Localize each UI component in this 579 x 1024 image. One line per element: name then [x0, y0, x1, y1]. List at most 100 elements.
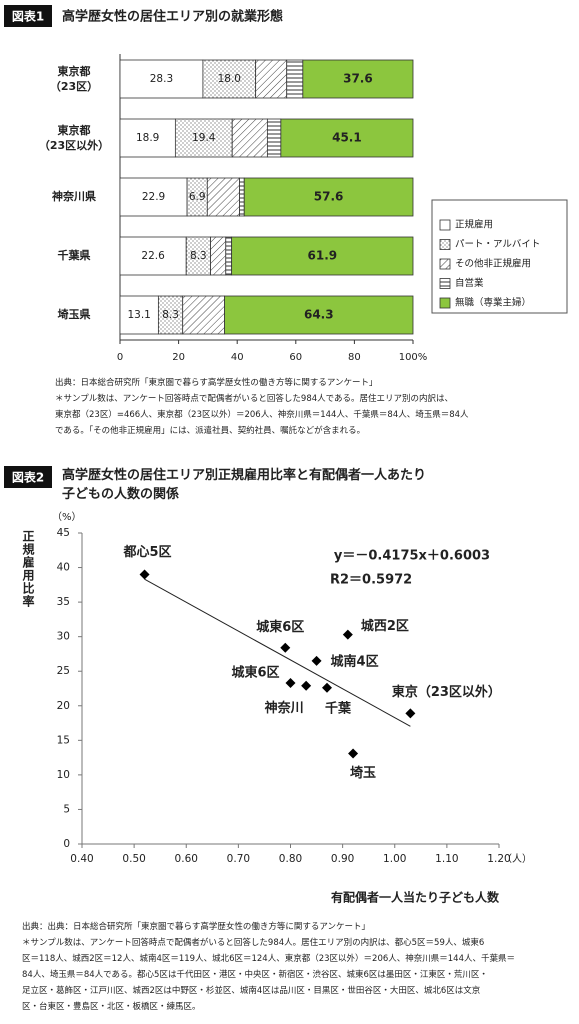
legend-box — [431, 199, 568, 314]
x-tick-label: 100% — [399, 352, 428, 363]
data-label: 61.9 — [308, 249, 338, 263]
point-label: 城東6区 — [231, 664, 279, 680]
point-label: 都心5区 — [123, 544, 172, 560]
point — [321, 682, 332, 693]
data-label: 8.3 — [162, 309, 179, 321]
y-tick-label: 15 — [57, 734, 70, 746]
point-label: 東京（23区以外） — [392, 684, 501, 700]
legend-label: 無職（専業主婦） — [455, 297, 531, 309]
legend-swatch — [439, 278, 451, 289]
note: ＊サンプル数は、アンケート回答時点で配偶者がいると回答した984人である。居住エ… — [55, 394, 454, 404]
note: 足立区・葛飾区・江戸川区、城西2区は中野区・杉並区、城南4区は品川区・目黒区・世… — [22, 986, 481, 996]
note: 区・台東区・豊島区・北区・板橋区・練馬区。 — [22, 1002, 201, 1012]
point — [285, 677, 296, 688]
x-tick-label: 0.70 — [227, 853, 250, 865]
y-tick-label: 45 — [57, 527, 70, 539]
note: 84人、埼玉県＝84人である。都心5区は千代田区・港区・中央区・新宿区・渋谷区、… — [22, 970, 488, 980]
bar-segment — [239, 177, 245, 217]
bar-segment — [206, 177, 240, 217]
bar-segment — [255, 59, 288, 99]
badge — [4, 466, 52, 488]
bar-segment — [225, 236, 233, 276]
y-axis-label: 正規雇用比率 — [21, 530, 35, 608]
point-label: 神奈川 — [265, 700, 304, 716]
legend-label: その他非正規雇用 — [455, 258, 531, 270]
bar-segment — [231, 118, 268, 158]
bar-segment — [224, 295, 414, 335]
legend-swatch — [439, 297, 451, 309]
legend-swatch — [439, 258, 451, 270]
y-tick-label: 20 — [57, 700, 70, 712]
y-tick-label: 0 — [63, 838, 70, 850]
y-tick-label: 10 — [57, 769, 70, 781]
x-tick-label: 0.40 — [70, 853, 93, 865]
trend-equation: y＝－0.4175x＋0.6003 — [334, 549, 490, 564]
trend-line — [144, 578, 411, 727]
data-label: 28.3 — [150, 73, 173, 85]
category-label: 東京都 （23区以外） — [38, 124, 110, 152]
y-unit: （%） — [52, 511, 82, 523]
bar-segment — [185, 236, 211, 276]
chart-title: 高学歴女性の居住エリア別正規雇用比率と有配偶者一人あたり 子どもの人数の関係 — [62, 468, 427, 502]
point-label: 城西2区 — [361, 618, 409, 634]
point-label: 城東6区 — [256, 619, 304, 635]
category-label: 東京都 （23区） — [49, 65, 99, 93]
y-tick-label: 30 — [57, 631, 70, 643]
note: 区＝118人、城西2区＝12人、城南4区＝119人、城北6区＝124人、東京都（… — [22, 954, 515, 964]
x-tick-label: 0.90 — [331, 853, 354, 865]
note: 出典：出典：日本総合研究所「東京圏で暮らす高学歴女性の働き方等に関するアンケート… — [22, 922, 370, 932]
bar-segment — [119, 177, 188, 217]
point — [348, 748, 359, 759]
point — [342, 629, 353, 640]
data-label: 64.3 — [304, 308, 334, 322]
bar-segment — [119, 118, 176, 158]
bar-segment — [266, 118, 282, 158]
bar-segment — [302, 59, 414, 99]
bar-segment — [119, 59, 204, 99]
note: である。「その他非正規雇用」には、派遣社員、契約社員、嘱託などが含まれる。 — [55, 426, 366, 436]
x-unit: （人） — [502, 853, 532, 865]
x-tick-label: 0.60 — [175, 853, 198, 865]
x-tick-label: 1.00 — [383, 853, 406, 865]
x-tick-label: 40 — [231, 352, 244, 363]
data-label: 22.6 — [141, 250, 165, 262]
data-label: 22.9 — [142, 191, 165, 203]
point-label: 埼玉 — [350, 765, 376, 781]
bar-segment — [119, 295, 159, 335]
data-label: 18.0 — [218, 73, 241, 85]
point — [139, 569, 150, 580]
category-label: 千葉県 — [57, 249, 91, 262]
legend-swatch — [439, 219, 451, 231]
point — [311, 655, 322, 666]
y-tick-label: 25 — [57, 665, 70, 677]
point-label: 千葉 — [325, 700, 352, 716]
x-tick-label: 80 — [348, 352, 361, 363]
legend-label: 自営業 — [455, 277, 484, 289]
x-tick-label: 20 — [172, 352, 185, 363]
category-label: 神奈川県 — [52, 190, 96, 203]
data-label: 19.4 — [192, 132, 216, 144]
chart-title: 高学歴女性の居住エリア別の就業形態 — [62, 9, 283, 25]
bar-segment — [286, 59, 304, 99]
point — [301, 680, 312, 691]
bar-segment — [210, 236, 227, 276]
x-axis-label: 有配偶者一人当たり子ども人数 — [331, 890, 500, 905]
y-tick-label: 5 — [63, 803, 70, 815]
x-tick-label: 0 — [117, 352, 123, 363]
data-label: 45.1 — [332, 131, 362, 145]
legend-label: パート・アルバイト — [455, 239, 540, 250]
trend-r2: R2＝0.5972 — [330, 573, 412, 588]
badge-text: 図表1 — [12, 9, 44, 24]
data-label: 8.3 — [190, 250, 207, 262]
note: 東京都（23区）=466人、東京都（23区以外）＝206人、神奈川県＝144人、… — [55, 410, 469, 420]
bar-segment — [280, 118, 414, 158]
x-tick-label: 1.20 — [487, 853, 510, 865]
x-tick-label: 1.10 — [435, 853, 458, 865]
note: ＊サンプル数は、アンケート回答時点で配偶者がいると回答した984人。居住エリア別… — [22, 938, 485, 948]
note: 出典：日本総合研究所「東京圏で暮らす高学歴女性の働き方等に関するアンケート」 — [55, 378, 378, 388]
legend-label: 正規雇用 — [455, 219, 493, 231]
y-tick-label: 40 — [57, 562, 70, 574]
x-tick-label: 0.50 — [122, 853, 145, 865]
